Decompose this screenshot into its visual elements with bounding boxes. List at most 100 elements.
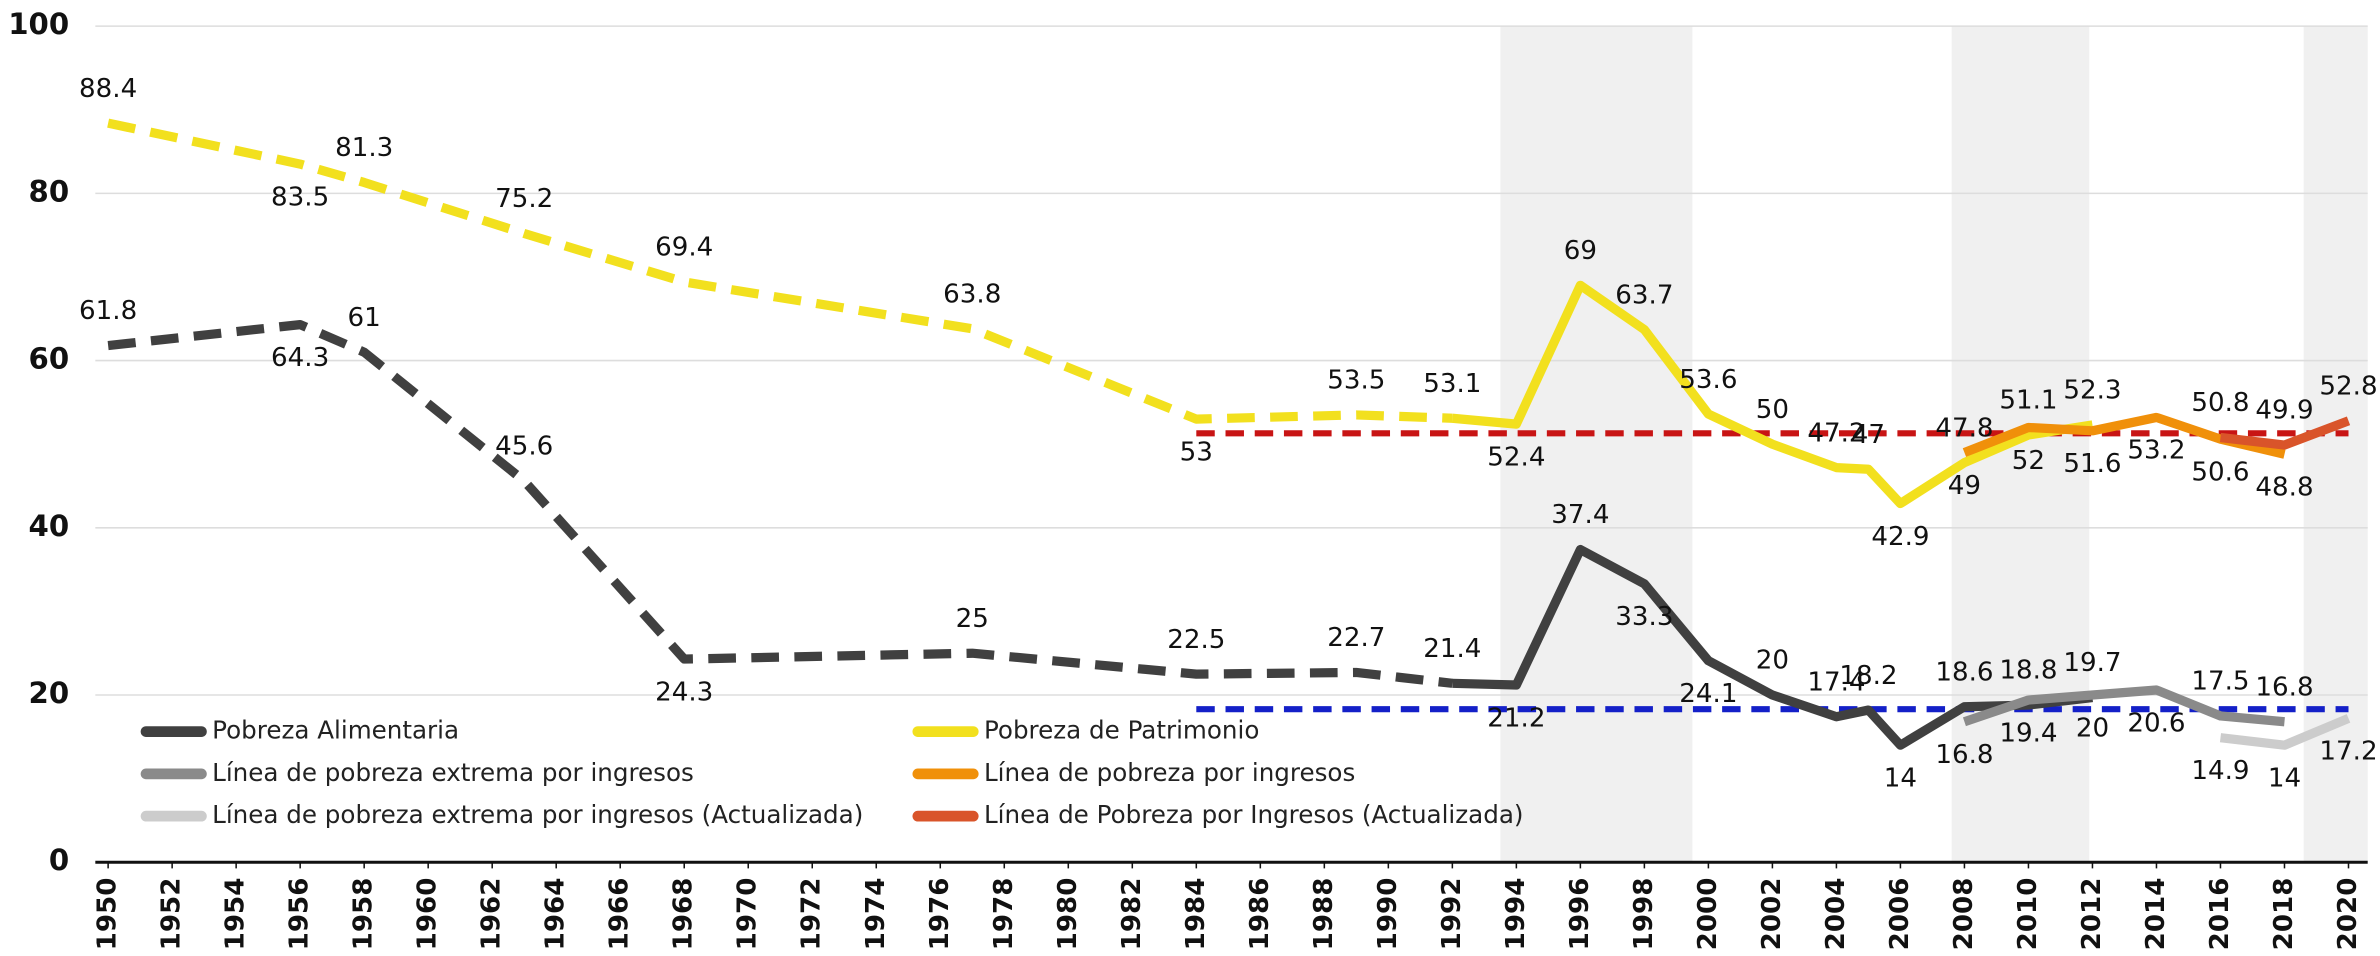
series-line	[2219, 416, 2351, 450]
x-tick-label: 1998	[1629, 878, 1659, 951]
data-label: 19.4	[1999, 718, 2057, 748]
x-tick-label: 1980	[1053, 878, 1083, 951]
data-label: 14	[2268, 764, 2301, 794]
data-label: 53.1	[1423, 369, 1481, 399]
legend-label: Línea de pobreza extrema por ingresos (A…	[212, 800, 863, 829]
x-tick-label: 2004	[1821, 878, 1851, 951]
x-tick-label: 1990	[1373, 878, 1403, 951]
x-tick-label: 1994	[1501, 878, 1531, 951]
data-label: 21.2	[1487, 703, 1545, 733]
series-line	[1452, 544, 2093, 750]
x-tick-label: 1954	[221, 878, 251, 951]
x-tick-label: 1964	[541, 878, 571, 951]
data-label: 16.8	[1935, 740, 1993, 770]
data-label: 52	[2012, 446, 2045, 476]
x-tick-label: 1982	[1117, 878, 1147, 951]
data-label: 25	[956, 604, 989, 634]
data-label: 63.7	[1615, 280, 1673, 310]
data-label: 22.7	[1327, 623, 1385, 653]
y-tick-label: 60	[29, 342, 70, 376]
data-label: 33.3	[1615, 602, 1673, 632]
data-label: 17.5	[2191, 667, 2249, 697]
series-line	[1962, 685, 2285, 727]
x-tick-label: 1952	[157, 878, 187, 951]
x-tick-label: 1960	[413, 878, 443, 951]
x-tick-label: 1984	[1181, 878, 1211, 951]
x-tick-label: 2012	[2077, 878, 2107, 951]
data-label: 20.6	[2127, 708, 2185, 738]
data-label: 24.3	[655, 677, 713, 707]
x-tick-label: 1970	[733, 878, 763, 951]
data-label: 61.8	[79, 296, 137, 326]
data-label: 47.2	[1807, 418, 1865, 448]
data-label: 24.1	[1679, 679, 1737, 709]
data-label: 14	[1884, 764, 1917, 794]
y-tick-label: 100	[8, 7, 69, 41]
data-label: 53.5	[1327, 366, 1385, 396]
legend-label: Pobreza Alimentaria	[212, 716, 459, 745]
x-tick-label: 1978	[989, 878, 1019, 951]
x-tick-label: 1950	[93, 878, 123, 951]
y-tick-label: 20	[29, 676, 70, 710]
data-label: 18.8	[1999, 656, 2057, 686]
data-label: 47.8	[1935, 413, 1993, 443]
data-label: 52.8	[2319, 371, 2377, 401]
data-label: 47	[1852, 420, 1885, 450]
data-label: 53.2	[2127, 436, 2185, 466]
x-tick-label: 1966	[605, 878, 635, 951]
data-label: 49.9	[2255, 396, 2313, 426]
data-label: 51.6	[2063, 449, 2121, 479]
data-label: 37.4	[1551, 500, 1609, 530]
x-tick-label: 1972	[797, 878, 827, 951]
data-label: 51.1	[1999, 386, 2057, 416]
data-label: 45.6	[495, 432, 553, 462]
shaded-period	[1500, 26, 1693, 863]
data-label: 50.6	[2191, 457, 2249, 487]
legend-label: Pobreza de Patrimonio	[984, 716, 1259, 745]
x-tick-label: 1974	[861, 878, 891, 951]
data-label: 50	[1756, 395, 1789, 425]
data-label: 63.8	[943, 279, 1001, 309]
data-label: 18.6	[1935, 657, 1993, 687]
x-tick-label: 1986	[1245, 878, 1275, 951]
x-tick-label: 1956	[285, 878, 315, 951]
data-label: 52.4	[1487, 442, 1545, 472]
data-label: 52.3	[2063, 376, 2121, 406]
data-label: 42.9	[1871, 522, 1929, 552]
y-tick-label: 80	[29, 174, 70, 208]
x-tick-label: 2014	[2141, 878, 2171, 951]
x-tick-label: 1996	[1565, 878, 1595, 951]
data-label: 69.4	[655, 233, 713, 263]
data-label: 20	[2076, 713, 2109, 743]
y-tick-label: 0	[49, 843, 69, 877]
legend-label: Línea de pobreza por ingresos	[984, 758, 1355, 787]
series-line	[107, 320, 1453, 688]
data-label: 49	[1948, 471, 1981, 501]
data-label: 81.3	[335, 133, 393, 163]
data-label: 50.8	[2191, 388, 2249, 418]
data-label: 88.4	[79, 74, 137, 104]
legend-label: Línea de pobreza extrema por ingresos	[212, 758, 694, 787]
y-tick-label: 40	[29, 509, 70, 543]
data-label: 17.4	[1807, 667, 1865, 697]
series-line	[1451, 280, 2094, 509]
data-label: 61	[348, 303, 381, 333]
x-tick-label: 1988	[1309, 878, 1339, 951]
x-tick-label: 2000	[1693, 878, 1723, 951]
data-label: 53.6	[1679, 365, 1737, 395]
x-tick-label: 2020	[2333, 878, 2363, 951]
series-line	[107, 118, 1453, 424]
data-label: 18.2	[1839, 661, 1897, 691]
x-tick-label: 2018	[2269, 878, 2299, 951]
x-tick-label: 2010	[2013, 878, 2043, 951]
x-tick-label: 2016	[2205, 878, 2235, 951]
data-label: 20	[1756, 646, 1789, 676]
x-tick-label: 2002	[1757, 878, 1787, 951]
x-tick-label: 1992	[1437, 878, 1467, 951]
data-label: 83.5	[271, 182, 329, 212]
x-tick-label: 1976	[925, 878, 955, 951]
data-label: 22.5	[1167, 625, 1225, 655]
x-tick-label: 1962	[477, 878, 507, 951]
data-label: 48.8	[2255, 473, 2313, 503]
